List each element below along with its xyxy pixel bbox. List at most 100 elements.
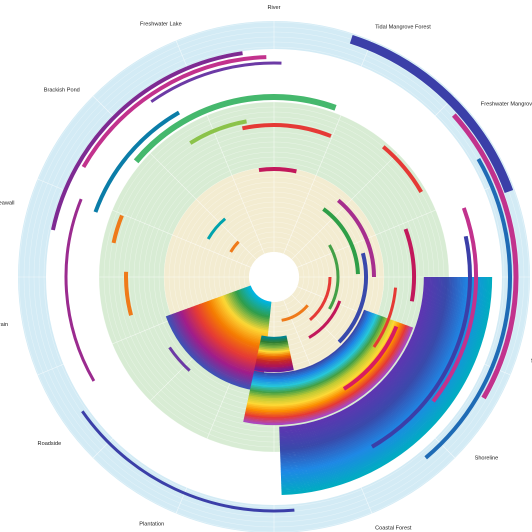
wedge-band: [203, 301, 267, 352]
wedge-band: [260, 337, 288, 341]
wedge-band: [177, 311, 264, 379]
wedge-band: [244, 325, 409, 421]
arc-segment: [309, 276, 332, 322]
arc-segment: [93, 110, 181, 213]
wedge-band: [281, 276, 493, 496]
wedge-band: [280, 276, 458, 461]
wedge-band: [241, 288, 271, 312]
habitat-label: Roadside: [38, 441, 62, 447]
arc-segment: [381, 145, 423, 194]
wedge-band: [253, 310, 368, 377]
wedge-band: [280, 276, 452, 454]
wedge-band: [179, 310, 264, 378]
arc-segment: [81, 55, 267, 169]
wedge-band: [258, 349, 290, 353]
wedge-band: [280, 276, 463, 465]
wedge-band: [247, 320, 396, 407]
rainbow-wedge: [165, 285, 272, 392]
wedge-band: [258, 347, 290, 352]
wedge-band: [280, 276, 464, 467]
wedge-band: [280, 276, 456, 459]
wedge-band: [180, 310, 264, 376]
wedge-band: [279, 276, 447, 450]
arc-segment: [81, 410, 295, 513]
wedge-band: [250, 315, 383, 393]
arc-segment: [111, 214, 124, 244]
wedge-band: [192, 305, 266, 363]
wedge-band: [254, 366, 294, 371]
habitat-label: Canal / Drain: [0, 322, 8, 328]
grid-spoke: [37, 178, 252, 268]
wedge-band: [279, 276, 429, 432]
wedge-band: [249, 316, 386, 396]
wedge-band: [217, 297, 268, 338]
wedge-band: [281, 276, 489, 492]
wedge-band: [281, 276, 482, 484]
wedge-band: [281, 276, 491, 494]
wedge-band: [281, 276, 483, 486]
wedge-band: [183, 309, 265, 373]
grid-spoke: [175, 40, 265, 255]
arc-segment: [168, 346, 191, 372]
wedge-band: [185, 308, 265, 371]
wedge-band: [200, 303, 267, 355]
wedge-band: [224, 294, 269, 330]
wedge-band: [256, 357, 292, 361]
wedge-band: [279, 276, 431, 434]
wedge-band: [280, 276, 475, 478]
wedge-band: [202, 302, 267, 354]
wedge-band: [260, 340, 288, 344]
wedge-band: [220, 295, 269, 334]
wedge-band: [244, 324, 406, 418]
wedge-band: [255, 363, 293, 368]
rainbow-wedge: [254, 335, 294, 373]
wedge-band: [254, 368, 294, 373]
wedge-band: [235, 290, 270, 318]
wedge-band: [250, 315, 381, 391]
wedge-band: [251, 313, 375, 385]
wedge-band: [226, 293, 269, 328]
habitat-label: Tidal Mangrove Forest: [375, 25, 431, 31]
arc-segment: [258, 167, 297, 174]
wedge-band: [253, 310, 369, 378]
wedge-band: [243, 327, 414, 426]
wedge-band: [209, 299, 268, 346]
arc-segment: [370, 235, 472, 449]
wedge-band: [246, 321, 397, 408]
wedge-band: [281, 276, 480, 483]
wedge-band: [256, 355, 292, 360]
wedge-band: [255, 361, 293, 366]
arc-segment: [336, 198, 376, 278]
wedge-band: [218, 296, 269, 336]
wedge-band: [239, 288, 271, 314]
wedge-band: [279, 276, 434, 437]
arc-segment: [322, 207, 360, 275]
arc-segment: [133, 94, 337, 164]
wedge-band: [280, 276, 455, 458]
wedge-band: [194, 305, 266, 362]
wedge-band: [251, 313, 377, 386]
habitat-labels: River Tidal Mangrove Forest Freshwater Man…: [0, 5, 532, 531]
wedge-band: [206, 300, 267, 349]
wedge-band: [215, 297, 268, 339]
wedge-band: [167, 315, 263, 390]
arc-segment: [403, 228, 416, 302]
wedge-band: [233, 290, 270, 320]
wedge-band: [279, 276, 439, 442]
wedge-band: [256, 358, 292, 363]
wedge-band: [230, 292, 270, 323]
arc-segments: [50, 34, 519, 513]
arc-segment: [342, 325, 399, 391]
arc-segment: [328, 244, 340, 310]
arc-segment: [308, 300, 342, 339]
wedge-band: [254, 365, 294, 369]
wedge-band: [280, 276, 450, 453]
wedge-band: [229, 292, 270, 325]
wedge-band: [252, 311, 371, 380]
wedge-band: [242, 287, 271, 311]
wedge-band: [248, 285, 272, 304]
habitat-label: Plantation: [139, 522, 164, 528]
wedge-band: [247, 319, 393, 404]
wedge-band: [168, 314, 263, 389]
